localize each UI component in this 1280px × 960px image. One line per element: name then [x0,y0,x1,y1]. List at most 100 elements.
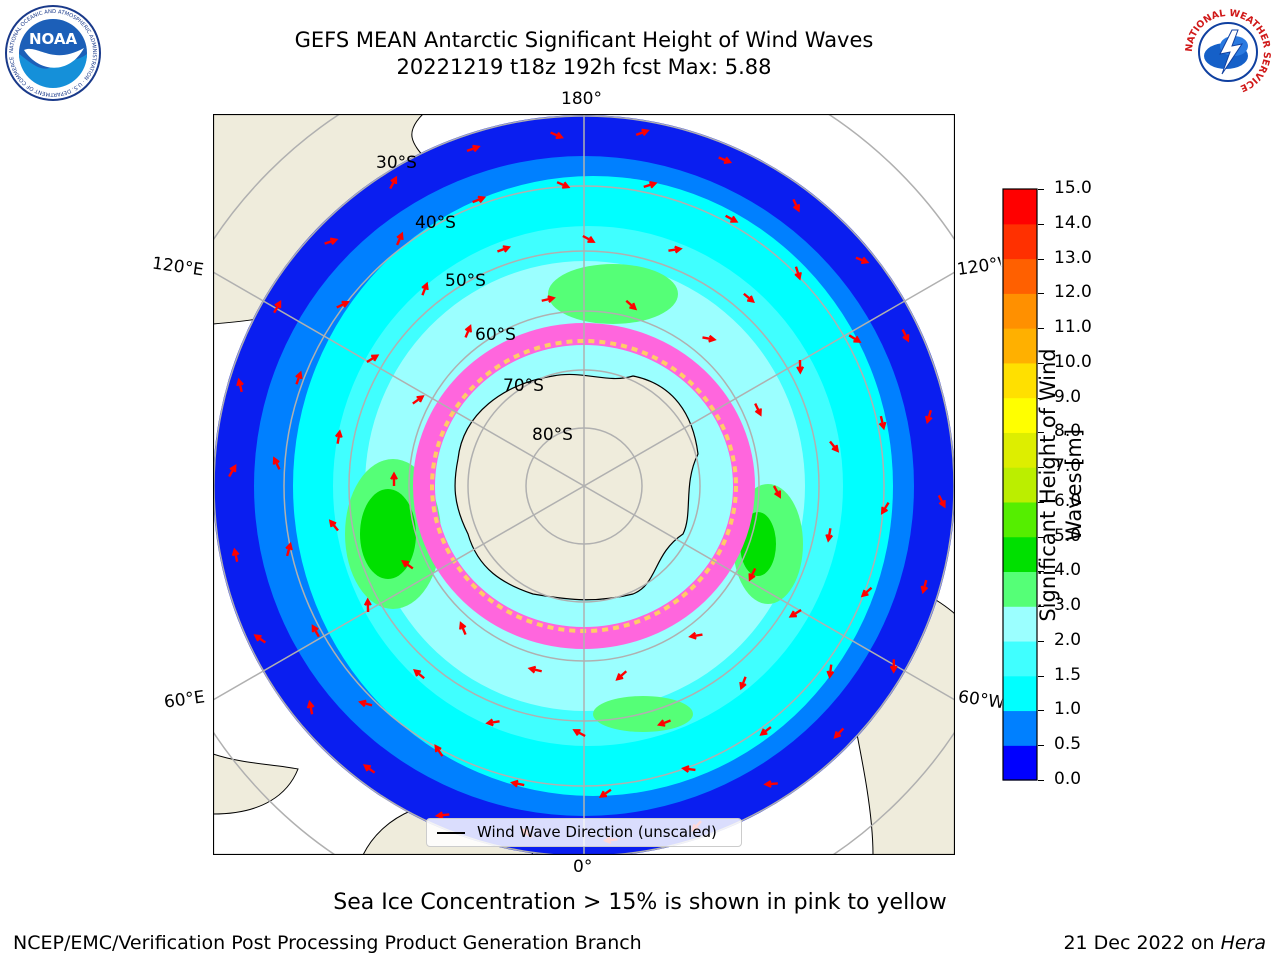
wave-direction-arrow [582,234,596,243]
wave-direction-arrow [739,676,747,691]
footer-machine: Hera [1220,932,1266,954]
wave-direction-arrow [725,214,739,223]
legend-line [437,832,465,834]
colorbar-tick-mark [1038,780,1044,781]
colorbar-segment [1003,432,1037,468]
colorbar-tick-label: 1.0 [1054,699,1082,720]
colorbar-label: Significant Height of Wind Waves [m] [1035,348,1095,621]
wave-direction-arrow [550,131,564,140]
lon-label-60w: 60°W [956,687,1004,713]
wave-direction-arrow [306,700,315,715]
colorbar-segment [1003,536,1037,573]
wave-patch-north [548,264,678,324]
colorbar-segment [1003,675,1037,712]
wave-direction-arrow [421,281,429,296]
colorbar-segment [1003,571,1037,607]
wave-direction-arrow [848,334,862,343]
wave-direction-arrow [759,726,772,736]
wave-direction-arrow [334,429,343,444]
colorbar-tick-mark [1038,606,1044,608]
wave-direction-arrow [231,547,240,562]
colorbar-segment [1003,640,1037,677]
colorbar-segment [1003,189,1037,225]
chart-subtitle: 20221219 t18z 192h fcst Max: 5.88 [396,55,772,79]
wave-direction-arrow [598,788,612,798]
antarctic-map [213,114,955,855]
colorbar-segment [1003,467,1037,503]
wave-direction-arrow [295,370,303,385]
noaa-logo: NOAA NATIONAL OCEANIC AND ATMOSPHERIC AD… [5,5,101,101]
wave-direction-arrow [901,328,910,343]
wave-direction-arrow [681,765,696,773]
footer-left: NCEP/EMC/Verification Post Processing Pr… [13,932,642,954]
colorbar-segment [1003,293,1037,329]
wave-direction-arrow [572,729,586,738]
wave-direction-arrow [459,621,467,636]
colorbar-tick-label: 2.0 [1054,629,1082,650]
wave-direction-arrow [743,292,755,304]
colorbar-segment [1003,745,1037,781]
wave-direction-arrow [925,409,933,425]
colorbar-tick-label: 0.5 [1054,734,1082,755]
wave-direction-arrow [860,586,873,598]
colorbar-tick-label: 15.0 [1054,178,1092,198]
map-frame [213,114,955,855]
colorbar-tick-mark [1038,432,1044,434]
wave-direction-arrow [920,579,929,595]
noaa-logo-text: NOAA [29,30,78,48]
colorbar-tick-mark [1038,397,1044,399]
nws-logo: NATIONAL WEATHER SERVICE [1182,6,1274,98]
colorbar-tick-mark [1038,640,1044,642]
wave-direction-arrow [527,665,542,674]
wave-direction-arrow [434,744,444,757]
colorbar-tick-mark [1038,223,1044,225]
wave-direction-arrow [656,719,671,727]
colorbar-segment [1003,710,1037,746]
colorbar-tick-mark [1038,189,1044,190]
wave-direction-arrow [829,440,840,453]
colorbar-segment [1003,397,1037,433]
lat-label-40s: 40°S [415,213,456,233]
colorbar-tick-label: 3.0 [1054,595,1082,616]
wave-direction-arrow [236,377,244,393]
legend-label: Wind Wave Direction (unscaled) [477,823,717,841]
wave-direction-arrow [825,528,834,543]
wave-direction-arrow [228,463,237,478]
colorbar-segment [1003,258,1037,294]
wave-direction-arrow [466,144,481,153]
colorbar-tick-label: 6.0 [1054,490,1082,511]
wave-direction-arrow [362,764,376,774]
colorbar-segment [1003,223,1037,260]
wave-direction-arrow [336,300,350,309]
lat-label-50s: 50°S [445,271,486,291]
colorbar-segment [1003,606,1037,642]
wave-direction-arrow [763,780,778,788]
colorbar-tick-label: 7.0 [1054,456,1082,477]
colorbar-tick-mark [1038,675,1044,677]
colorbar-tick-mark [1038,710,1044,712]
wave-direction-arrow [615,670,628,681]
colorbar-tick-label: 12.0 [1054,282,1092,303]
antarctica-land [454,373,699,601]
wave-direction-arrow [510,779,525,788]
lon-label-120e: 120°E [150,253,205,281]
wave-direction-arrow [285,541,293,557]
colorbar-tick-mark [1038,258,1044,260]
wave-direction-arrow [472,195,487,204]
wave-direction-arrow [688,631,703,640]
wave-direction-arrow [878,415,887,431]
wave-direction-arrow [643,180,658,189]
chart-title: GEFS MEAN Antarctic Significant Height o… [294,28,874,52]
wave-direction-arrow [748,567,757,582]
wave-direction-arrow [772,485,781,499]
colorbar-tick-label: 5.0 [1054,525,1082,546]
lon-label-180: 180° [561,89,602,109]
colorbar-tick-label: 9.0 [1054,386,1082,407]
wave-direction-arrow [880,501,890,515]
wave-direction-arrow [253,634,267,644]
wave-direction-arrow [889,659,898,674]
wave-direction-arrow [464,324,472,338]
lat-label-30s: 30°S [376,153,417,173]
madagascar-land [213,753,299,815]
